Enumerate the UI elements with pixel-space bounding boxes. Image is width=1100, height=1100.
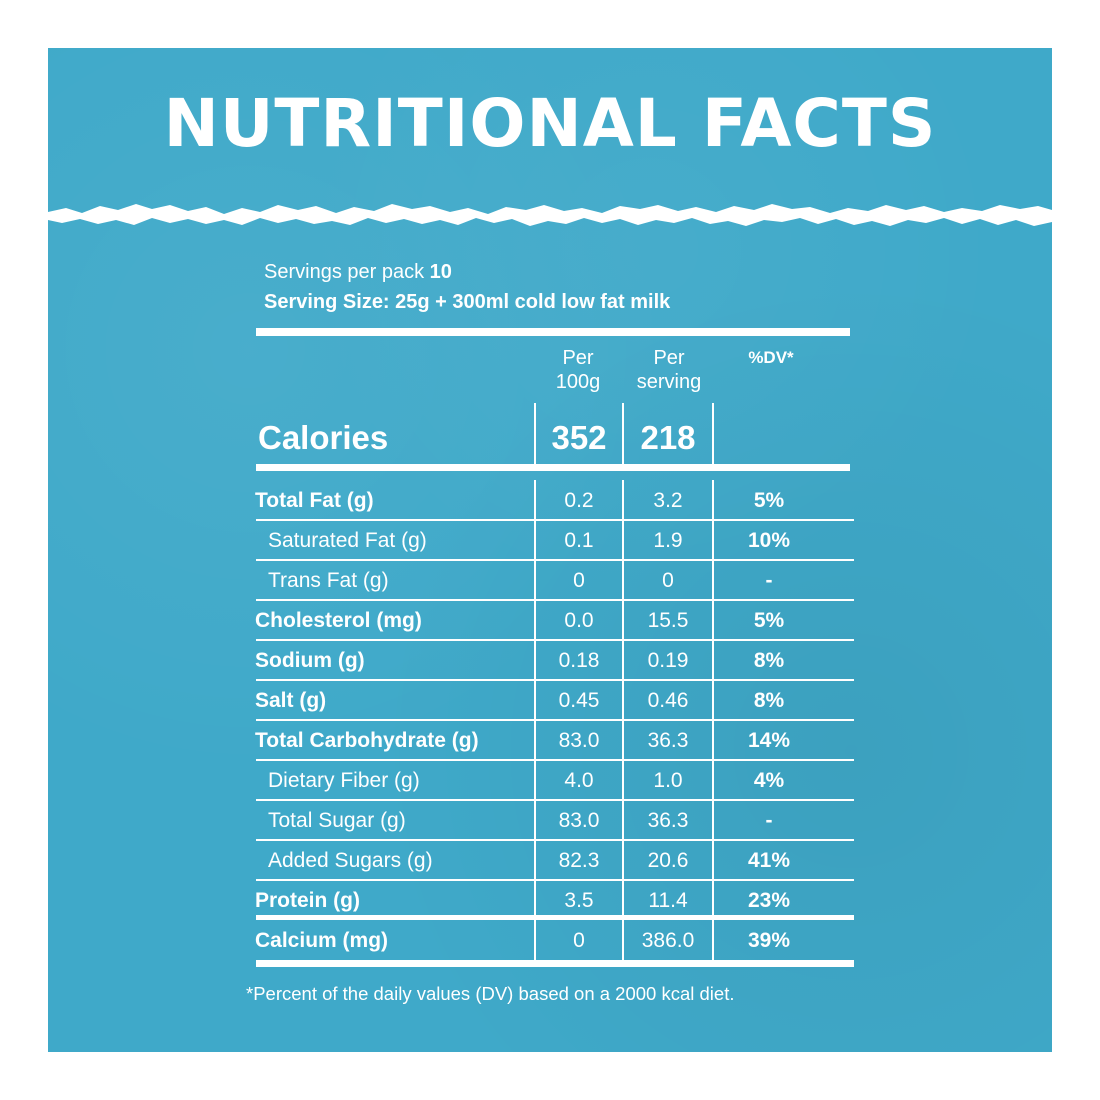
table-top-rule [256, 328, 850, 336]
col-header-dv: %DV* [748, 348, 794, 367]
nutrient-label: Salt (g) [255, 689, 327, 712]
nutrient-label: Sodium (g) [255, 649, 365, 672]
value-dv: 5% [753, 609, 785, 632]
value-per-100g: 0 [573, 929, 585, 952]
col-divider [712, 480, 714, 960]
row-separator [256, 719, 854, 721]
servings-per-pack-value: 10 [429, 261, 452, 283]
serving-size: Serving Size: 25g + 300ml cold low fat m… [264, 291, 671, 313]
value-per-serving: 36.3 [647, 729, 689, 752]
value-dv: 39% [747, 929, 791, 952]
value-per-serving: 1.0 [653, 769, 683, 792]
table-row: Saturated Fat (g) 0.1 1.9 10% [48, 520, 1052, 560]
nutrient-label: Total Sugar (g) [268, 809, 406, 832]
value-per-serving: 36.3 [647, 809, 689, 832]
row-separator [256, 679, 854, 681]
nutrient-label: Cholesterol (mg) [255, 609, 422, 632]
col-divider [622, 403, 624, 464]
table-row: Salt (g) 0.45 0.46 8% [48, 680, 1052, 720]
table-row: Protein (g) 3.5 11.4 23% [48, 880, 1052, 920]
value-per-100g: 0.18 [558, 649, 600, 672]
row-separator [256, 599, 854, 601]
value-per-serving: 0.19 [647, 649, 689, 672]
value-dv: - [765, 569, 773, 592]
col-header-per-100g: Per 100g [555, 347, 601, 393]
value-dv: 41% [747, 849, 791, 872]
value-per-serving: 1.9 [653, 529, 683, 552]
value-per-100g: 0.45 [558, 689, 600, 712]
nutrient-label: Dietary Fiber (g) [268, 769, 420, 792]
table-row: Added Sugars (g) 82.3 20.6 41% [48, 840, 1052, 880]
value-per-100g: 83.0 [558, 729, 600, 752]
calories-per-serving: 218 [640, 419, 696, 456]
col-divider [712, 403, 714, 464]
value-dv: 8% [753, 689, 785, 712]
nutrient-label: Calcium (mg) [255, 929, 389, 952]
row-separator [256, 639, 854, 641]
nutrient-label: Trans Fat (g) [268, 569, 389, 592]
row-separator [256, 559, 854, 561]
torn-paper-divider [48, 204, 1052, 226]
value-dv: 4% [753, 769, 785, 792]
table-row: Cholesterol (mg) 0.0 15.5 5% [48, 600, 1052, 640]
value-per-serving: 386.0 [641, 929, 695, 952]
col-divider [622, 480, 624, 960]
value-dv: 14% [747, 729, 791, 752]
row-separator [256, 519, 854, 521]
calories-per-100g: 352 [551, 419, 607, 456]
value-per-100g: 0.2 [564, 489, 594, 512]
col-header-per-serving: Per serving [636, 347, 702, 393]
table-bottom-rule [256, 960, 854, 967]
col-divider [534, 403, 536, 464]
value-dv: 10% [747, 529, 791, 552]
calcium-rule [256, 915, 854, 920]
value-per-serving: 0 [662, 569, 674, 592]
value-per-100g: 4.0 [564, 769, 594, 792]
nutrition-panel: NUTRITIONAL FACTS Servings per pack 10 S… [48, 48, 1052, 1052]
value-dv: 23% [747, 889, 791, 912]
value-per-100g: 0.0 [564, 609, 594, 632]
nutrient-label: Total Carbohydrate (g) [255, 729, 479, 752]
value-dv: 8% [753, 649, 785, 672]
nutrient-label: Protein (g) [255, 889, 360, 912]
value-per-100g: 3.5 [564, 889, 594, 912]
value-per-serving: 20.6 [647, 849, 689, 872]
value-per-100g: 83.0 [558, 809, 600, 832]
value-per-serving: 11.4 [648, 889, 688, 912]
nutrient-label: Saturated Fat (g) [268, 529, 427, 552]
servings-per-pack-label: Servings per pack [264, 261, 425, 283]
value-per-serving: 3.2 [653, 489, 683, 512]
value-per-serving: 15.5 [647, 609, 689, 632]
row-separator [256, 839, 854, 841]
value-per-100g: 0 [573, 569, 585, 592]
table-row: Total Sugar (g) 83.0 36.3 - [48, 800, 1052, 840]
calories-label: Calories [258, 419, 389, 456]
row-separator [256, 799, 854, 801]
table-row: Dietary Fiber (g) 4.0 1.0 4% [48, 760, 1052, 800]
value-dv: - [765, 809, 773, 832]
nutrient-label: Total Fat (g) [255, 489, 374, 512]
col-divider [534, 480, 536, 960]
table-row: Calcium (mg) 0 386.0 39% [48, 920, 1052, 960]
page-title: NUTRITIONAL FACTS [163, 85, 937, 162]
table-row: Sodium (g) 0.18 0.19 8% [48, 640, 1052, 680]
table-row: Total Carbohydrate (g) 83.0 36.3 14% [48, 720, 1052, 760]
nutrient-label: Added Sugars (g) [268, 849, 433, 872]
footnote: *Percent of the daily values (DV) based … [246, 983, 735, 1004]
servings-per-pack: Servings per pack 10 [264, 260, 452, 284]
row-separator [256, 879, 854, 881]
value-per-100g: 0.1 [564, 529, 594, 552]
value-per-serving: 0.46 [647, 689, 689, 712]
row-separator [256, 759, 854, 761]
value-dv: 5% [753, 489, 785, 512]
value-per-100g: 82.3 [558, 849, 600, 872]
calories-rule [256, 464, 850, 471]
table-row: Trans Fat (g) 0 0 - [48, 560, 1052, 600]
table-row: Total Fat (g) 0.2 3.2 5% [48, 480, 1052, 520]
